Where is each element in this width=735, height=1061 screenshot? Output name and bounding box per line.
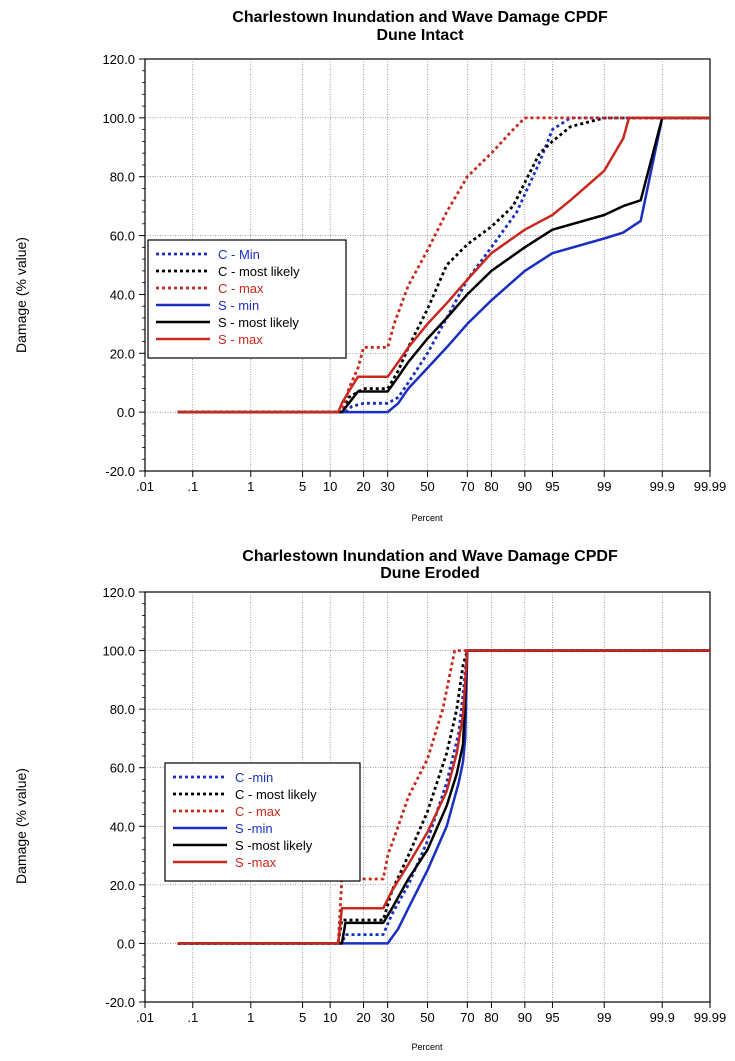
series-line [177, 649, 710, 945]
x-tick-label: 20 [356, 1010, 370, 1025]
x-tick-label: .1 [187, 1010, 198, 1025]
series-line [177, 116, 710, 414]
x-tick-label: 95 [545, 479, 559, 494]
x-tick-label: 1 [247, 479, 254, 494]
legend-label: C - most likely [218, 264, 300, 279]
legend-label: C - Min [218, 247, 260, 262]
x-tick-label: 99.99 [694, 479, 727, 494]
series-line [177, 116, 710, 414]
plot-area: .01 .1 1 5 10 20 30 50 70 80 90 95 99 99.9 99.99 -20.0 0… [102, 585, 726, 1025]
x-tick-label: 10 [323, 479, 337, 494]
chart-subtitle: Dune Eroded [380, 565, 480, 582]
legend-label: S - min [218, 298, 259, 313]
x-tick-label: 99 [597, 479, 611, 494]
legend-label: S -min [235, 821, 273, 836]
legend-label: S -max [235, 855, 277, 870]
y-tick-label: 60.0 [110, 229, 135, 244]
chart-title: Charlestown Inundation and Wave Damage C… [242, 548, 618, 565]
legend-label: S - max [218, 332, 263, 347]
chart-dune-intact: Charlestown Inundation and Wave Damage C… [0, 0, 735, 530]
x-tick-label: 80 [484, 1010, 498, 1025]
y-tick-label: 20.0 [110, 346, 135, 361]
x-tick-label: 30 [380, 1010, 394, 1025]
y-tick-label: 40.0 [110, 819, 135, 834]
legend-label: C - max [235, 804, 281, 819]
series-line [177, 649, 710, 945]
y-axis-label: Damage (% value) [13, 768, 29, 884]
x-tick-label: 95 [545, 1010, 559, 1025]
x-tick-label: 50 [420, 1010, 434, 1025]
x-tick-label: 99.99 [694, 1010, 727, 1025]
x-tick-label: 70 [460, 479, 474, 494]
x-tick-label: 99.9 [650, 479, 675, 494]
series-line [177, 649, 710, 945]
x-tick-label: 99 [597, 1010, 611, 1025]
chart-svg: Charlestown Inundation and Wave Damage C… [13, 9, 726, 523]
y-tick-label: 80.0 [110, 170, 135, 185]
y-tick-label: -20.0 [105, 995, 135, 1010]
chart-subtitle: Dune Intact [376, 27, 464, 44]
plot-area: .01 .1 1 5 10 20 30 50 70 80 90 95 99 99.9 99.99 -20.0 0… [102, 52, 726, 494]
x-axis-label: Percent [411, 1042, 443, 1052]
x-tick-label: 10 [323, 1010, 337, 1025]
x-tick-label: .01 [136, 1010, 154, 1025]
x-tick-label: 80 [484, 479, 498, 494]
legend: C - Min C - most likely C - max S - min S - … [147, 239, 347, 359]
y-tick-label: 100.0 [102, 111, 135, 126]
legend-label: S -most likely [235, 838, 313, 853]
x-tick-label: 5 [299, 479, 306, 494]
y-tick-label: 120.0 [102, 585, 135, 600]
x-tick-label: 70 [460, 1010, 474, 1025]
x-tick-label: .1 [187, 479, 198, 494]
x-tick-label: .01 [136, 479, 154, 494]
x-tick-label: 50 [420, 479, 434, 494]
chart-svg: Charlestown Inundation and Wave Damage C… [13, 548, 726, 1052]
legend-label: C -min [235, 770, 273, 785]
x-tick-label: 1 [247, 1010, 254, 1025]
x-tick-label: 90 [518, 479, 532, 494]
y-tick-label: 20.0 [110, 878, 135, 893]
series-line [177, 116, 710, 414]
legend-label: S - most likely [218, 315, 299, 330]
chart-title: Charlestown Inundation and Wave Damage C… [232, 9, 608, 26]
chart-dune-eroded: Charlestown Inundation and Wave Damage C… [0, 530, 735, 1061]
y-tick-label: 120.0 [102, 52, 135, 67]
y-tick-label: 40.0 [110, 287, 135, 302]
x-axis-label: Percent [411, 513, 443, 523]
y-tick-label: 60.0 [110, 761, 135, 776]
x-tick-label: 90 [518, 1010, 532, 1025]
series-line [177, 116, 710, 414]
y-tick-label: 80.0 [110, 702, 135, 717]
series-line [177, 116, 710, 414]
legend-label: C - most likely [235, 787, 317, 802]
legend-label: C - max [218, 281, 264, 296]
y-axis-label: Damage (% value) [13, 237, 29, 353]
legend: C -min C - most likely C - max S -min S -mos… [164, 762, 361, 882]
x-tick-label: 99.9 [650, 1010, 675, 1025]
y-tick-label: 0.0 [117, 936, 135, 951]
x-tick-label: 30 [380, 479, 394, 494]
x-tick-label: 20 [356, 479, 370, 494]
y-tick-label: 100.0 [102, 644, 135, 659]
x-tick-label: 5 [299, 1010, 306, 1025]
y-tick-label: -20.0 [105, 464, 135, 479]
y-tick-label: 0.0 [117, 405, 135, 420]
series-line [177, 649, 710, 945]
